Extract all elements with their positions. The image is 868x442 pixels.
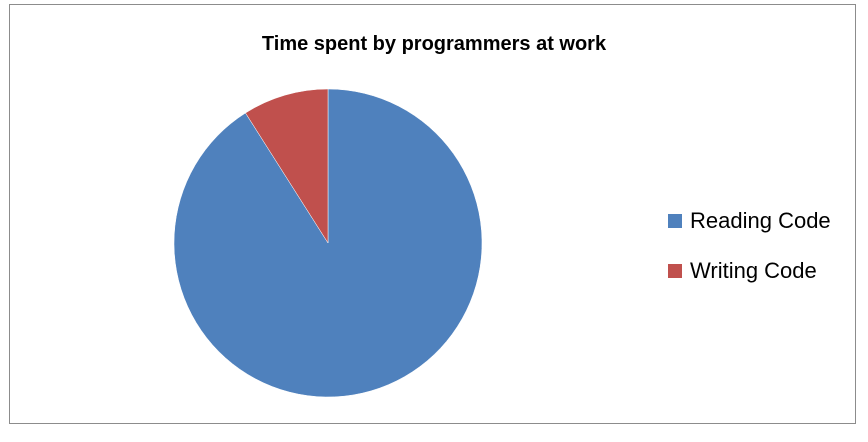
- legend-swatch-writing-code: [668, 264, 682, 278]
- pie-slice-writing-code: [245, 88, 329, 244]
- legend-label-writing-code: Writing Code: [690, 258, 817, 283]
- pie-chart: [173, 88, 483, 398]
- legend-swatch-reading-code: [668, 214, 682, 228]
- legend-label-reading-code: Reading Code: [690, 208, 831, 233]
- legend-item-reading-code: Reading Code: [668, 208, 831, 234]
- chart-frame: Time spent by programmers at work Readin…: [9, 4, 856, 424]
- legend: Reading Code Writing Code: [668, 208, 831, 308]
- chart-title: Time spent by programmers at work: [261, 33, 607, 55]
- legend-item-writing-code: Writing Code: [668, 258, 831, 284]
